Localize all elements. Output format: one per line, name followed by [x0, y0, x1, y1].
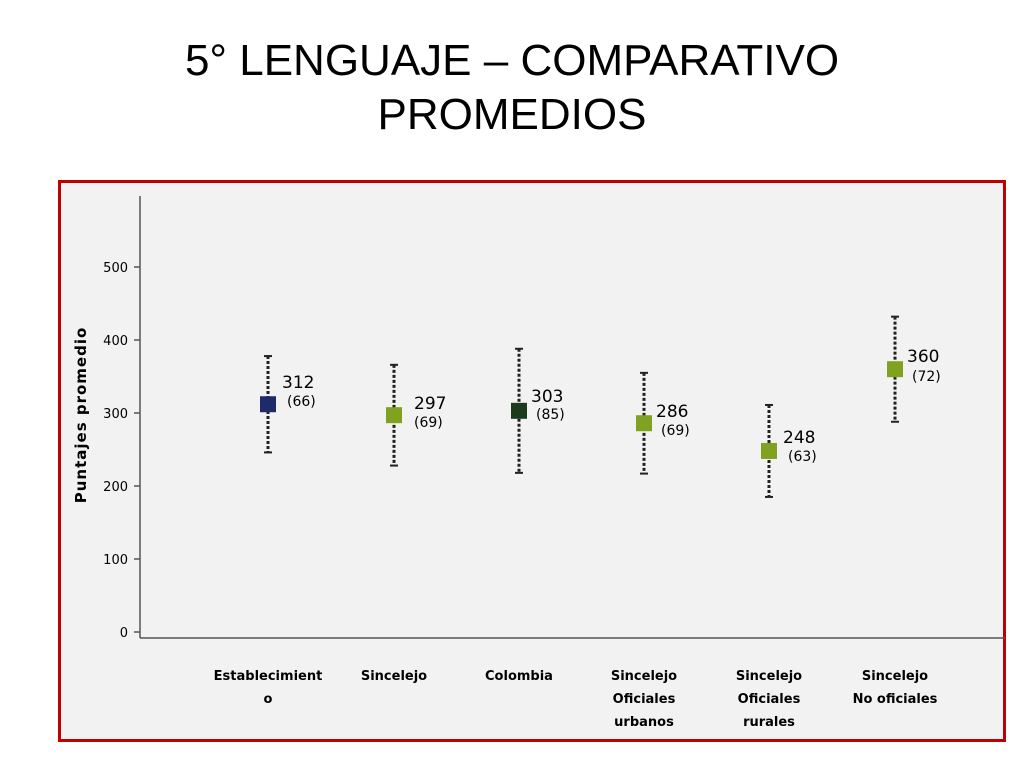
slide-title: 5° LENGUAJE – COMPARATIVO PROMEDIOS: [0, 34, 1024, 142]
category-label: No oficiales: [853, 692, 938, 707]
y-tick-label: 200: [103, 480, 128, 495]
mean-value-label: 286: [656, 402, 688, 422]
y-axis-title: Puntajes promedio: [72, 327, 90, 504]
mean-value-label: 312: [282, 373, 314, 393]
mean-value-label: 297: [414, 394, 446, 414]
category-label: Sincelejo: [611, 669, 677, 684]
y-tick-label: 500: [103, 261, 128, 276]
category-label: Oficiales: [613, 692, 676, 707]
mean-marker: [386, 407, 402, 424]
mean-value-label: 248: [783, 428, 815, 448]
chart-frame: [58, 180, 1006, 742]
y-tick-label: 300: [103, 407, 128, 422]
slide-title-line-2: PROMEDIOS: [377, 90, 647, 139]
y-tick-label: 100: [103, 553, 128, 568]
sd-value-label: (69): [661, 423, 690, 439]
category-label: Sincelejo: [862, 669, 928, 684]
y-tick-label: 400: [103, 334, 128, 349]
mean-value-label: 360: [907, 347, 939, 367]
mean-marker: [636, 415, 652, 432]
category-label: Sincelejo: [736, 669, 802, 684]
mean-value-label: 303: [531, 387, 563, 407]
category-label: Colombia: [485, 669, 553, 684]
sd-value-label: (85): [536, 407, 565, 423]
category-label: Oficiales: [738, 692, 801, 707]
mean-marker: [887, 361, 903, 378]
mean-marker: [761, 442, 777, 459]
y-tick-label: 0: [120, 626, 128, 641]
category-label: urbanos: [614, 715, 674, 730]
slide-title-line-1: 5° LENGUAJE – COMPARATIVO: [184, 36, 840, 85]
category-label: Establecimient: [214, 669, 323, 684]
category-label: o: [264, 692, 273, 707]
category-label: Sincelejo: [361, 669, 427, 684]
category-label: rurales: [743, 715, 795, 730]
sd-value-label: (63): [788, 449, 817, 465]
sd-value-label: (66): [287, 394, 316, 410]
mean-marker: [511, 402, 527, 419]
sd-value-label: (72): [912, 369, 941, 385]
mean-marker: [260, 396, 276, 413]
sd-value-label: (69): [414, 415, 443, 431]
